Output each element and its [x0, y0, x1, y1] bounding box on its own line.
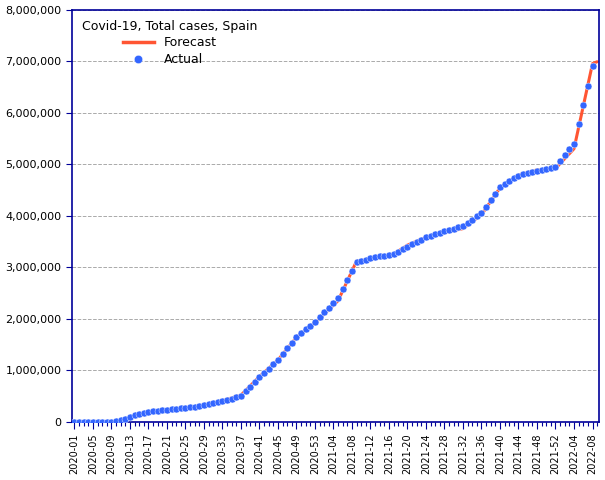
- Legend: Forecast, Actual: Forecast, Actual: [78, 16, 261, 70]
